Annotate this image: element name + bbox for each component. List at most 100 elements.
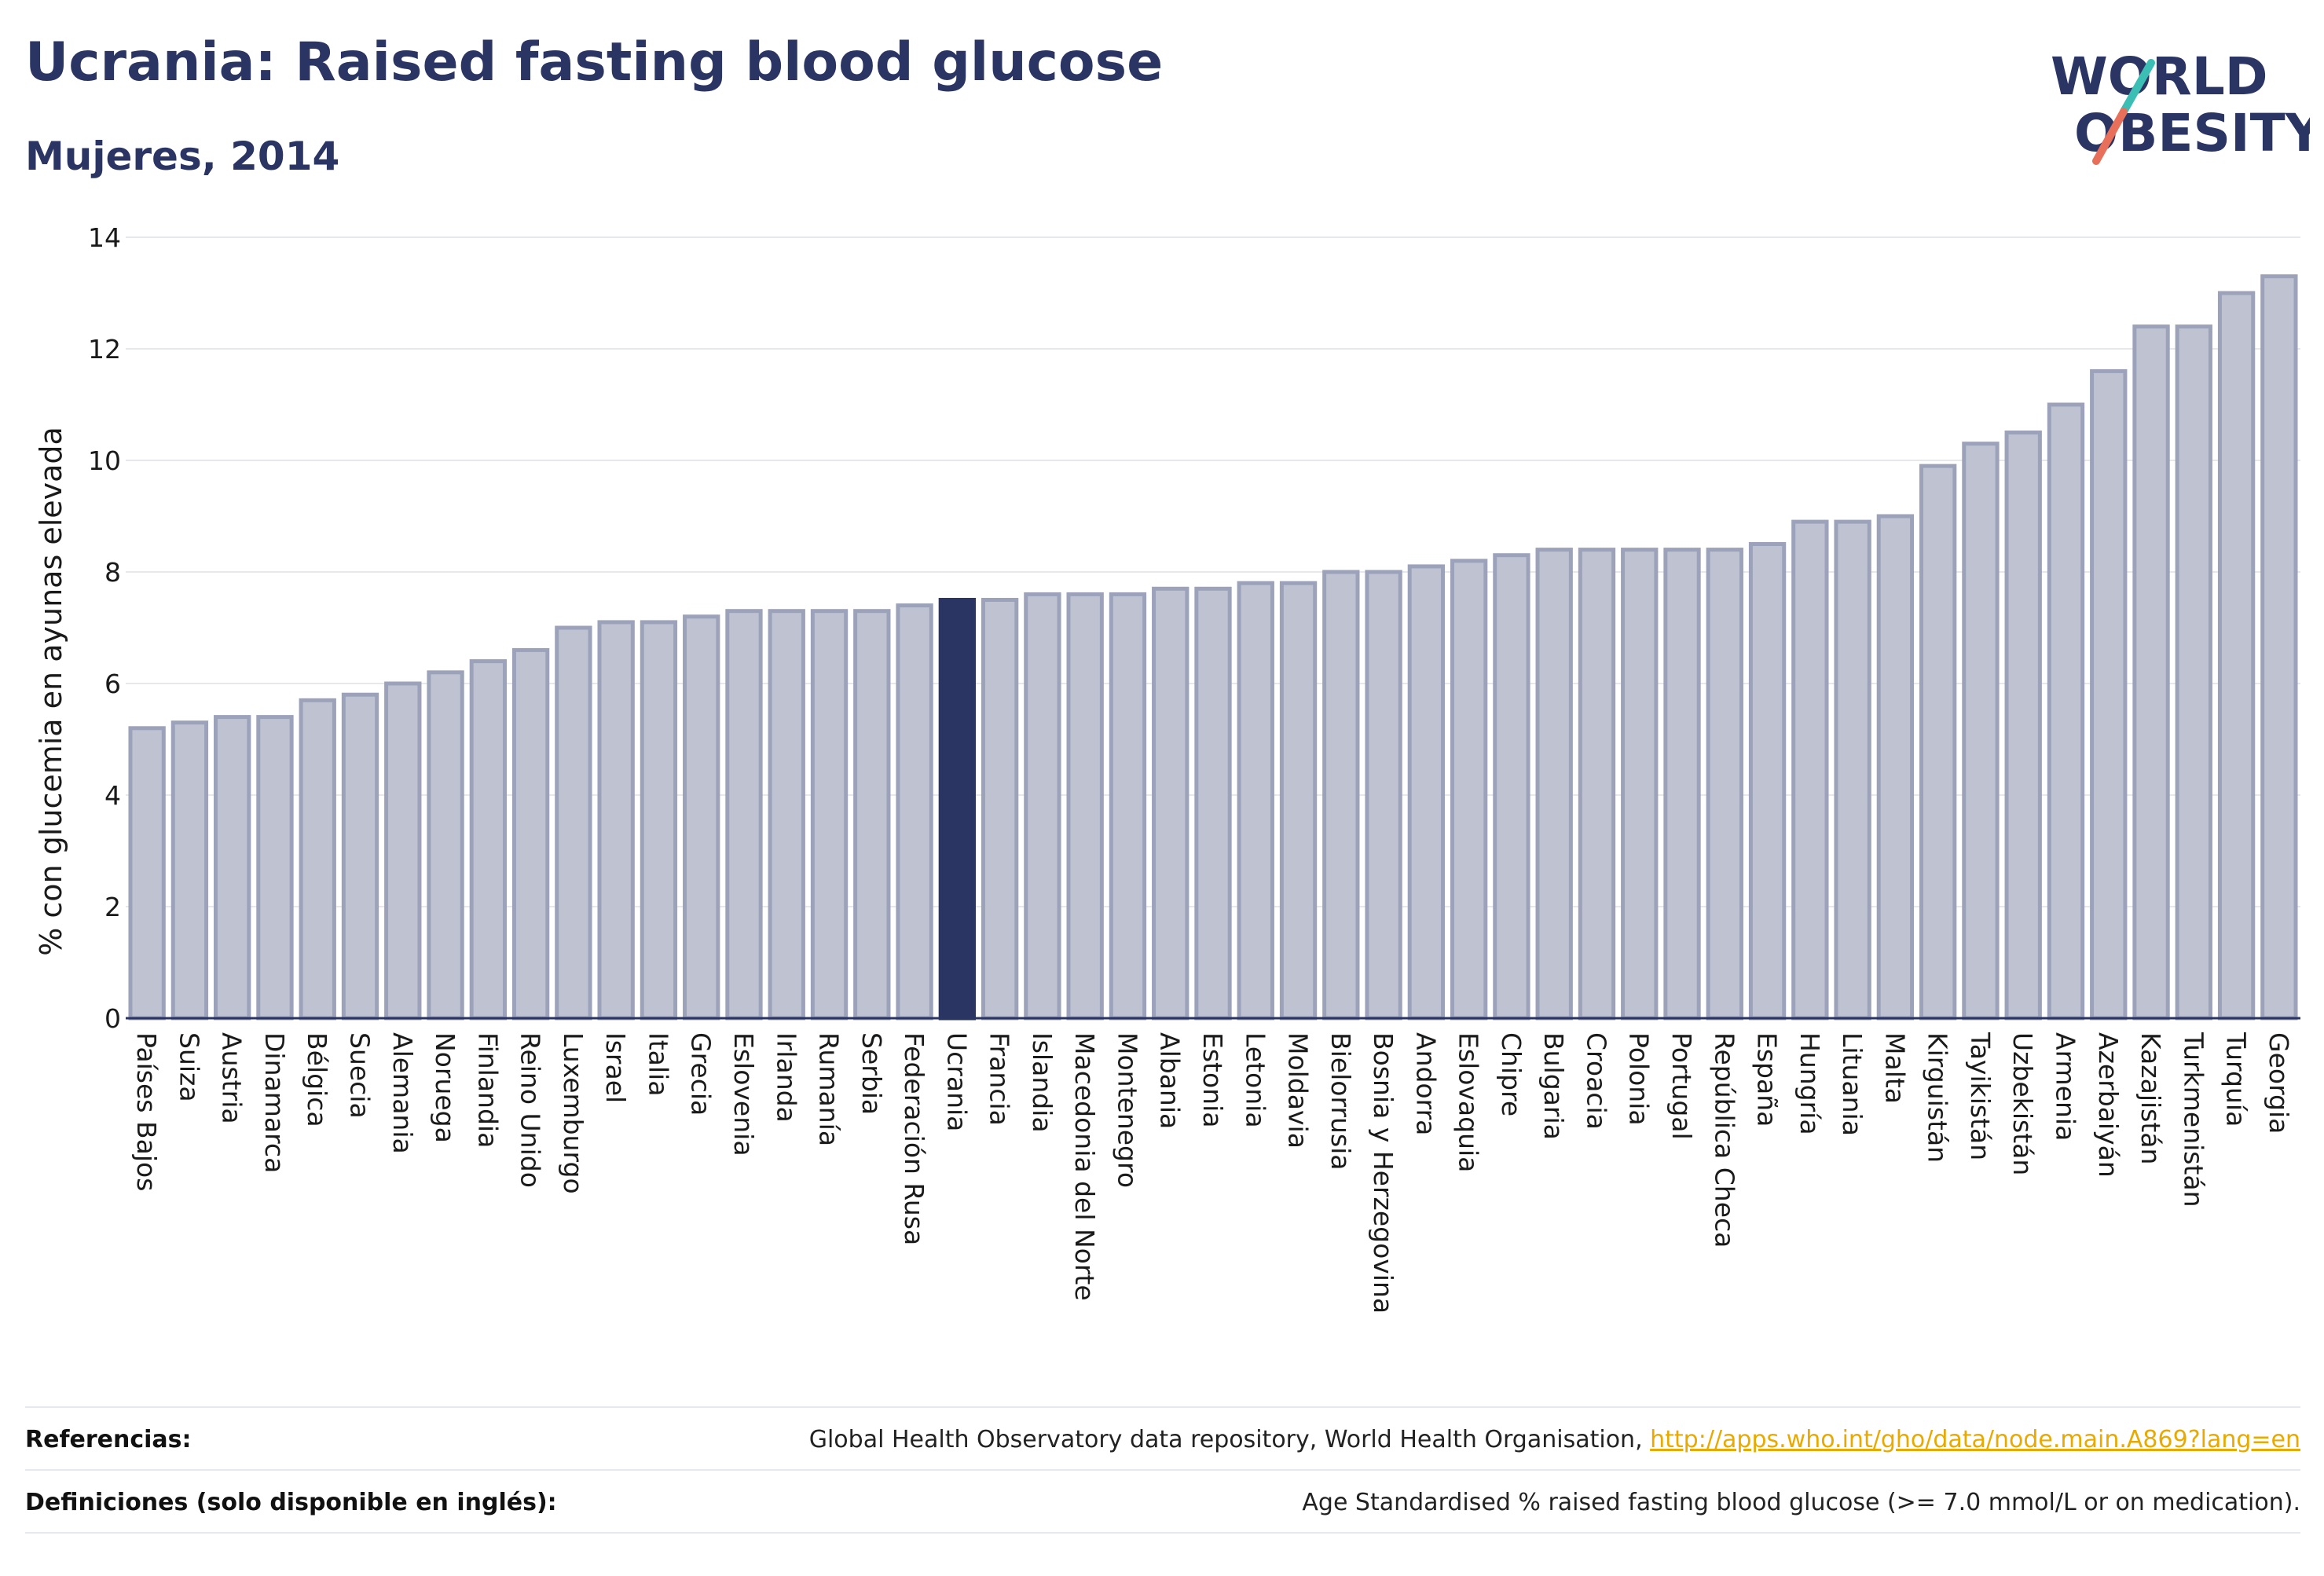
bar-suecia [341,692,379,1021]
x-tick-label: Suecia [345,1032,376,1119]
bar-bosnia-y-herzegovina [1365,570,1402,1021]
bar-países-bajos [128,726,166,1021]
definitions-label: Definiciones (solo disponible en inglés)… [25,1488,557,1516]
bar-armenia [2047,402,2085,1021]
y-tick-label: 14 [88,222,121,253]
x-tick-label: Estonia [1197,1032,1228,1127]
bar-andorra [1407,564,1446,1021]
bar-rumanía [810,609,849,1021]
bar-chart: 0 2 4 6 8 10 12 14 Países Bajos Suiza Austria Dina… [34,222,2300,1314]
footer-definitions-row: Definiciones (solo disponible en inglés)… [25,1469,2300,1534]
y-axis-label: % con glucemia en ayunas elevada [34,427,68,956]
bar-bielorrusia [1322,570,1360,1021]
bar-federación-rusa [896,603,933,1021]
bar-tayikistán [1962,442,2000,1021]
x-tick-label: Israel [600,1032,631,1103]
y-tick-label: 10 [88,445,121,476]
bar-georgia [2260,274,2298,1021]
x-tick-label: Turkmenistán [2178,1032,2209,1208]
x-tick-label: Portugal [1666,1032,1697,1140]
logo-line1: WORLD [2051,46,2268,107]
bars [128,274,2298,1021]
x-tick-label: España [1752,1032,1783,1127]
bar-chipre [1493,553,1530,1021]
x-tick-label: Moldavia [1283,1032,1314,1149]
logo-slash-coral [2092,108,2128,165]
x-tick-label: Croacia [1581,1032,1611,1130]
bar-francia [981,598,1019,1021]
x-tick-label: Bulgaria [1538,1032,1569,1140]
x-tick-label: Ucrania [941,1032,972,1131]
x-tick-label: Andorra [1410,1032,1441,1135]
x-tick-label: Letonia [1240,1032,1270,1128]
bar-serbia [853,609,891,1021]
logo-slash-teal [2120,59,2155,115]
bar-polonia [1621,548,1659,1021]
bar-hungría [1791,519,1829,1021]
x-tick-label: Armenia [2050,1032,2080,1141]
bar-montenegro [1109,592,1147,1021]
x-tick-label: Islandia [1027,1032,1058,1133]
x-tick-label: Irlanda [771,1032,801,1123]
bar-república-checa [1706,548,1743,1021]
bar-portugal [1663,548,1701,1021]
y-tick-label: 4 [104,780,121,811]
x-tick-label: Rumanía [814,1032,845,1146]
x-tick-label: Finlandia [472,1032,503,1148]
x-tick-label: Albania [1155,1032,1186,1129]
x-tick-label: Malta [1879,1032,1910,1104]
bar-kirguistán [1919,464,1957,1021]
bar-islandia [1024,592,1061,1021]
y-tick-label: 8 [104,557,121,588]
chart-subtitle: Mujeres, 2014 [25,134,340,179]
bar-bélgica [299,698,336,1021]
bar-estonia [1194,586,1232,1021]
footer-references-row: Referencias: Global Health Observatory d… [25,1406,2300,1471]
bar-letonia [1237,581,1274,1021]
bar-italia [640,620,678,1021]
x-tick-label: Reino Unido [515,1032,546,1188]
y-tick-label: 6 [104,669,121,699]
world-obesity-logo: WORLD OBESITY [2051,46,2310,165]
y-tick-label: 12 [88,334,121,365]
x-tick-label: República Checa [1709,1032,1739,1248]
x-tick-label: Suiza [174,1032,204,1102]
x-tick-label: Montenegro [1112,1032,1142,1188]
x-tick-label: Alemania [387,1032,418,1154]
references-label: Referencias: [25,1425,192,1453]
bar-azerbaiyán [2090,368,2128,1021]
x-tick-label: Kirguistán [1923,1032,1953,1163]
y-tick-label: 2 [104,892,121,922]
y-tick-label: 0 [104,1003,121,1034]
references-link[interactable]: http://apps.who.int/gho/data/node.main.A… [1650,1425,2300,1453]
x-tick-label: Polonia [1624,1032,1655,1126]
x-tick-label: Federación Rusa [899,1032,929,1245]
bar-bulgaria [1535,548,1573,1021]
bar-grecia [683,614,720,1021]
footer-bottom-rule [25,1532,2300,1534]
bar-ucrania [938,598,977,1021]
x-tick-label: Bosnia y Herzegovina [1368,1032,1398,1314]
x-tick-label: Eslovaquia [1453,1032,1484,1172]
bar-turkmenistán [2175,324,2212,1021]
x-tick-label: Lituania [1837,1032,1868,1136]
bar-reino-unido [511,647,550,1021]
x-tick-label: Georgia [2264,1032,2294,1134]
bar-turquía [2217,291,2256,1021]
x-tick-label: Macedonia del Norte [1069,1032,1100,1301]
x-tick-label: Bélgica [302,1032,332,1127]
x-tick-label: Bielorrusia [1325,1032,1356,1171]
x-tick-label: Eslovenia [728,1032,759,1156]
x-tick-label: Dinamarca [259,1032,290,1173]
bar-croacia [1578,548,1616,1021]
references-text: Global Health Observatory data repositor… [808,1425,1651,1453]
x-tick-label: Luxemburgo [558,1032,588,1194]
bar-eslovenia [725,609,763,1021]
x-tick-label: Francia [984,1032,1015,1126]
bar-albania [1152,586,1189,1021]
bar-luxemburgo [555,625,592,1021]
references-value: Global Health Observatory data repositor… [809,1426,2300,1453]
bar-macedonia-del-norte [1066,592,1104,1021]
bar-noruega [427,670,464,1021]
x-tick-label: Italia [643,1032,673,1096]
